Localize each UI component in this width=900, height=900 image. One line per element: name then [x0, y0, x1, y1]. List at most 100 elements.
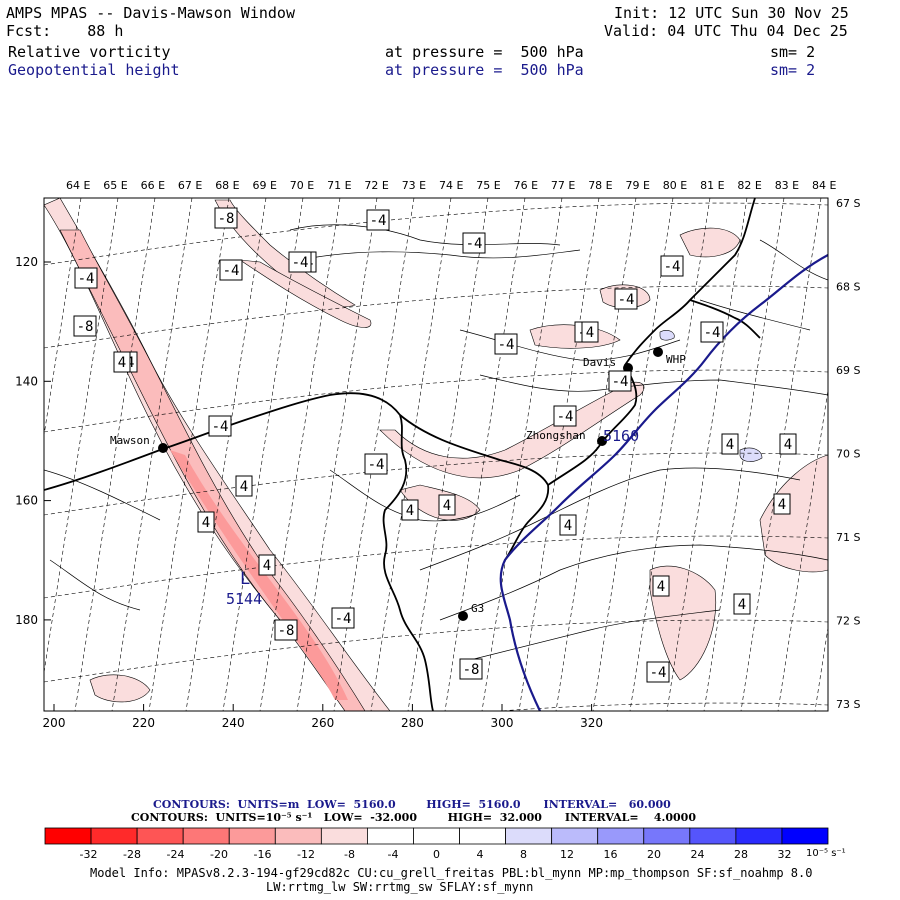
station-marker-mawson[interactable] — [158, 443, 168, 453]
vorticity-label-box — [614, 288, 638, 310]
vorticity-contours — [44, 224, 828, 661]
lat-label: 72 S — [836, 615, 860, 628]
meridian-line — [74, 198, 156, 711]
vorticity-label-box — [581, 321, 599, 343]
meridian-line — [703, 198, 785, 711]
plot-area — [44, 198, 828, 711]
colorbar-swatch — [597, 827, 645, 845]
station-marker-g3[interactable] — [458, 611, 468, 621]
vorticity-label: -4 — [223, 263, 240, 279]
vorticity-label-box — [73, 315, 97, 337]
meridian-line — [222, 198, 304, 711]
vorticity-label-box — [214, 207, 238, 229]
lon-label: 65 E — [103, 179, 127, 192]
colorbar-swatch — [459, 827, 506, 845]
vorticity-label: -4 — [466, 236, 483, 252]
vorticity-label: -4 — [370, 213, 387, 229]
parallel-line — [44, 452, 828, 516]
x-tick-label: 300 — [491, 716, 514, 730]
lon-label: 75 E — [476, 179, 500, 192]
map-title: AMPS MPAS -- Davis-Mawson Window — [6, 4, 295, 22]
station-label-mawson: Mawson — [110, 434, 150, 447]
forecast-hour: Fcst: 88 h — [6, 22, 124, 40]
meridian-line — [370, 198, 452, 711]
vorticity-label: -4 — [498, 337, 515, 353]
station-label-zhongshan: Zhongshan — [526, 429, 586, 442]
vorticity-label-box — [74, 267, 98, 289]
colorbar-swatch — [781, 827, 829, 845]
colorbar-label: 24 — [691, 848, 705, 861]
vorticity-label: 4 — [118, 355, 126, 371]
lat-label: 73 S — [836, 698, 860, 711]
meridian-line — [185, 198, 267, 711]
colorbar-swatch — [735, 827, 783, 845]
init-time: Init: 12 UTC Sun 30 Nov 25 — [614, 4, 849, 22]
colorbar-label: 4 — [477, 848, 484, 861]
vorticity-label: 4 — [657, 579, 665, 595]
lon-label: 67 E — [178, 179, 202, 192]
station-label-whp: WHP — [666, 353, 686, 366]
vorticity-label: -8 — [463, 662, 480, 678]
field2-name: Geopotential height — [8, 61, 180, 79]
low-marker: L — [240, 569, 250, 589]
model-info-line1: Model Info: MPASv8.2.3-194-gf29cd82c CU:… — [90, 866, 813, 880]
station-marker-zhongshan[interactable] — [597, 436, 607, 446]
vorticity-label: 4 — [240, 479, 248, 495]
colorbar-label: 0 — [433, 848, 440, 861]
vorticity-label: -4 — [292, 255, 309, 271]
height-contour — [499, 254, 828, 711]
colorbar-swatch — [413, 827, 460, 845]
height-contour-info: CONTOURS: UNITS=m LOW= 5160.0 HIGH= 5160… — [153, 798, 671, 811]
vorticity-label-box — [646, 661, 670, 683]
meridian-line — [481, 198, 563, 711]
colorbar-label: 8 — [520, 848, 527, 861]
colorbar: -32 -28 -24 -20 -16 -12 -8 -4 0 4 8 12 16 20 24 28 32 10⁻… — [44, 827, 846, 861]
colorbar-swatch — [182, 827, 230, 845]
meridian-line — [259, 198, 341, 711]
vorticity-contour-info: CONTOURS: UNITS=10⁻⁵ s⁻¹ LOW= -32.000 HI… — [131, 811, 696, 824]
plot-border — [43, 197, 829, 712]
colorbar-label: -4 — [388, 848, 399, 861]
x-tick-label: 200 — [43, 716, 66, 730]
vorticity-label-box — [652, 575, 670, 597]
lon-label: 80 E — [663, 179, 687, 192]
meridian-line — [555, 198, 637, 711]
vorticity-label-box — [462, 232, 486, 254]
lat-label: 71 S — [836, 531, 860, 544]
lon-label: 74 E — [439, 179, 463, 192]
y-tick-label: 180 — [15, 613, 38, 627]
vorticity-label: -4 — [704, 325, 721, 341]
vorticity-label: 4 — [202, 515, 210, 531]
height-contour-label: 5160 — [603, 427, 639, 445]
colorbar-swatch — [228, 827, 276, 845]
vorticity-label: -8 — [278, 623, 295, 639]
vorticity-label-box — [733, 593, 751, 615]
vorticity-label-box — [219, 259, 243, 281]
meridian-line — [148, 198, 230, 711]
vorticity-label: -4 — [557, 409, 574, 425]
vorticity-label-box — [459, 658, 483, 680]
vorticity-label-box — [700, 321, 724, 343]
station-marker-whp[interactable] — [653, 347, 663, 357]
vorticity-label-box — [608, 370, 632, 392]
vorticity-label-box — [331, 607, 355, 629]
lon-label: 68 E — [215, 179, 239, 192]
parallel-line — [44, 535, 828, 599]
colorbar-label: -16 — [254, 848, 272, 861]
vorticity-label: 4 — [564, 518, 572, 534]
vorticity-label-box — [660, 255, 684, 277]
lon-label: 83 E — [775, 179, 799, 192]
meridian-line — [592, 198, 674, 711]
meridian-line — [111, 198, 193, 711]
vorticity-label: 4 — [443, 498, 451, 514]
lon-label: 70 E — [290, 179, 314, 192]
x-tick-label: 240 — [222, 716, 245, 730]
lon-label: 84 E — [812, 179, 836, 192]
meridian-line — [44, 198, 119, 675]
vorticity-label: -4 — [368, 457, 385, 473]
lat-label: 67 S — [836, 197, 860, 210]
vorticity-shading — [44, 198, 828, 711]
lon-label: 81 E — [700, 179, 724, 192]
colorbar-swatch — [136, 827, 184, 845]
field1-level: at pressure = 500 hPa — [385, 43, 584, 61]
